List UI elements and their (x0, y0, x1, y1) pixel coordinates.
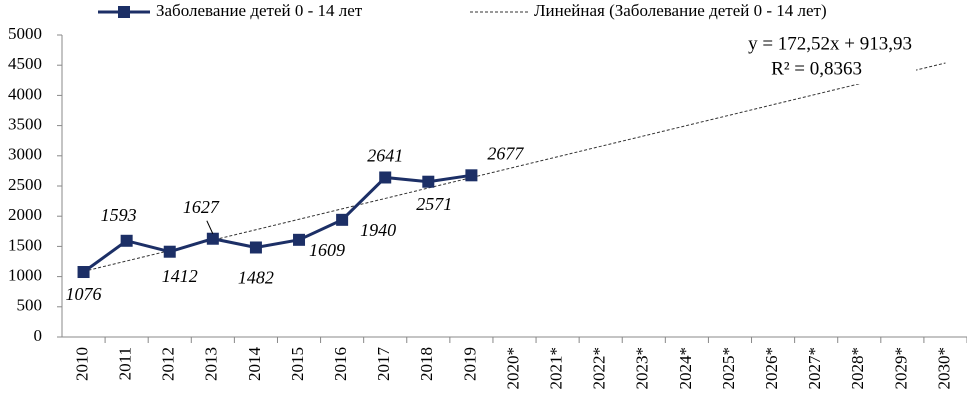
x-tick-label: 2025* (719, 347, 738, 390)
trend-line (83, 62, 946, 272)
y-tick-label: 5000 (8, 24, 42, 43)
data-label: 1940 (360, 220, 396, 240)
marker (120, 234, 133, 247)
data-label: 2677 (487, 143, 524, 163)
marker (293, 233, 306, 246)
x-tick-label: 2013 (202, 347, 221, 381)
marker (465, 169, 478, 182)
y-tick-label: 3000 (8, 145, 42, 164)
series-line (82, 173, 472, 274)
y-tick-label: 500 (17, 296, 43, 315)
y-tick-label: 4500 (8, 54, 42, 73)
x-tick-label: 2027* (805, 347, 824, 390)
x-tick-label: 2010 (72, 347, 91, 381)
leader-line (206, 220, 214, 234)
y-tick-label: 3500 (8, 115, 42, 134)
data-label: 1627 (183, 197, 220, 217)
x-tick-label: 2024* (676, 347, 695, 390)
y-tick-label: 0 (34, 326, 43, 345)
r-squared: R² = 0,8363 (771, 58, 862, 79)
marker (422, 175, 435, 188)
x-tick-label: 2023* (633, 347, 652, 390)
x-tick-label: 2021* (547, 347, 566, 390)
data-label: 1412 (162, 266, 198, 286)
x-tick-label: 2022* (590, 347, 609, 390)
marker (379, 171, 392, 184)
marker (163, 245, 176, 258)
x-tick-label: 2029* (891, 347, 910, 390)
x-tick-label: 2028* (848, 347, 867, 390)
legend: Заболевание детей 0 - 14 лет Линейная (З… (98, 1, 827, 20)
legend-label: Заболевание детей 0 - 14 лет (156, 1, 363, 20)
x-tick-label: 2016 (331, 347, 350, 381)
x-tick-label: 2017 (374, 347, 393, 382)
x-tick-label: 2015 (288, 347, 307, 381)
equation: y = 172,52x + 913,93 (748, 33, 912, 54)
equation-box (688, 30, 916, 84)
x-tick-label: 2014 (245, 347, 264, 382)
x-tick-label: 2019 (460, 347, 479, 381)
x-tick-label: 2030* (934, 347, 953, 390)
x-tick-label: 2026* (762, 347, 781, 390)
marker (249, 241, 262, 254)
marker (77, 266, 90, 279)
legend-label: Линейная (Заболевание детей 0 - 14 лет) (534, 1, 827, 20)
y-tick-label: 1000 (8, 266, 42, 285)
data-label: 1609 (309, 240, 345, 260)
y-tick-label: 4000 (8, 84, 42, 103)
x-tick-label: 2012 (159, 347, 178, 381)
x-tick-label: 2020* (503, 347, 522, 390)
legend-marker (118, 6, 130, 18)
x-tick-label: 2018 (417, 347, 436, 381)
y-tick-label: 2500 (8, 175, 42, 194)
y-tick-label: 2000 (8, 205, 42, 224)
data-label: 1593 (101, 205, 137, 225)
marker (336, 213, 349, 226)
x-tick-label: 2011 (116, 347, 135, 380)
y-tick-label: 1500 (8, 235, 42, 254)
data-label: 2571 (416, 194, 452, 214)
data-label: 2641 (367, 146, 403, 166)
data-label: 1076 (66, 284, 102, 304)
data-label: 1482 (238, 268, 274, 288)
marker (206, 232, 219, 245)
